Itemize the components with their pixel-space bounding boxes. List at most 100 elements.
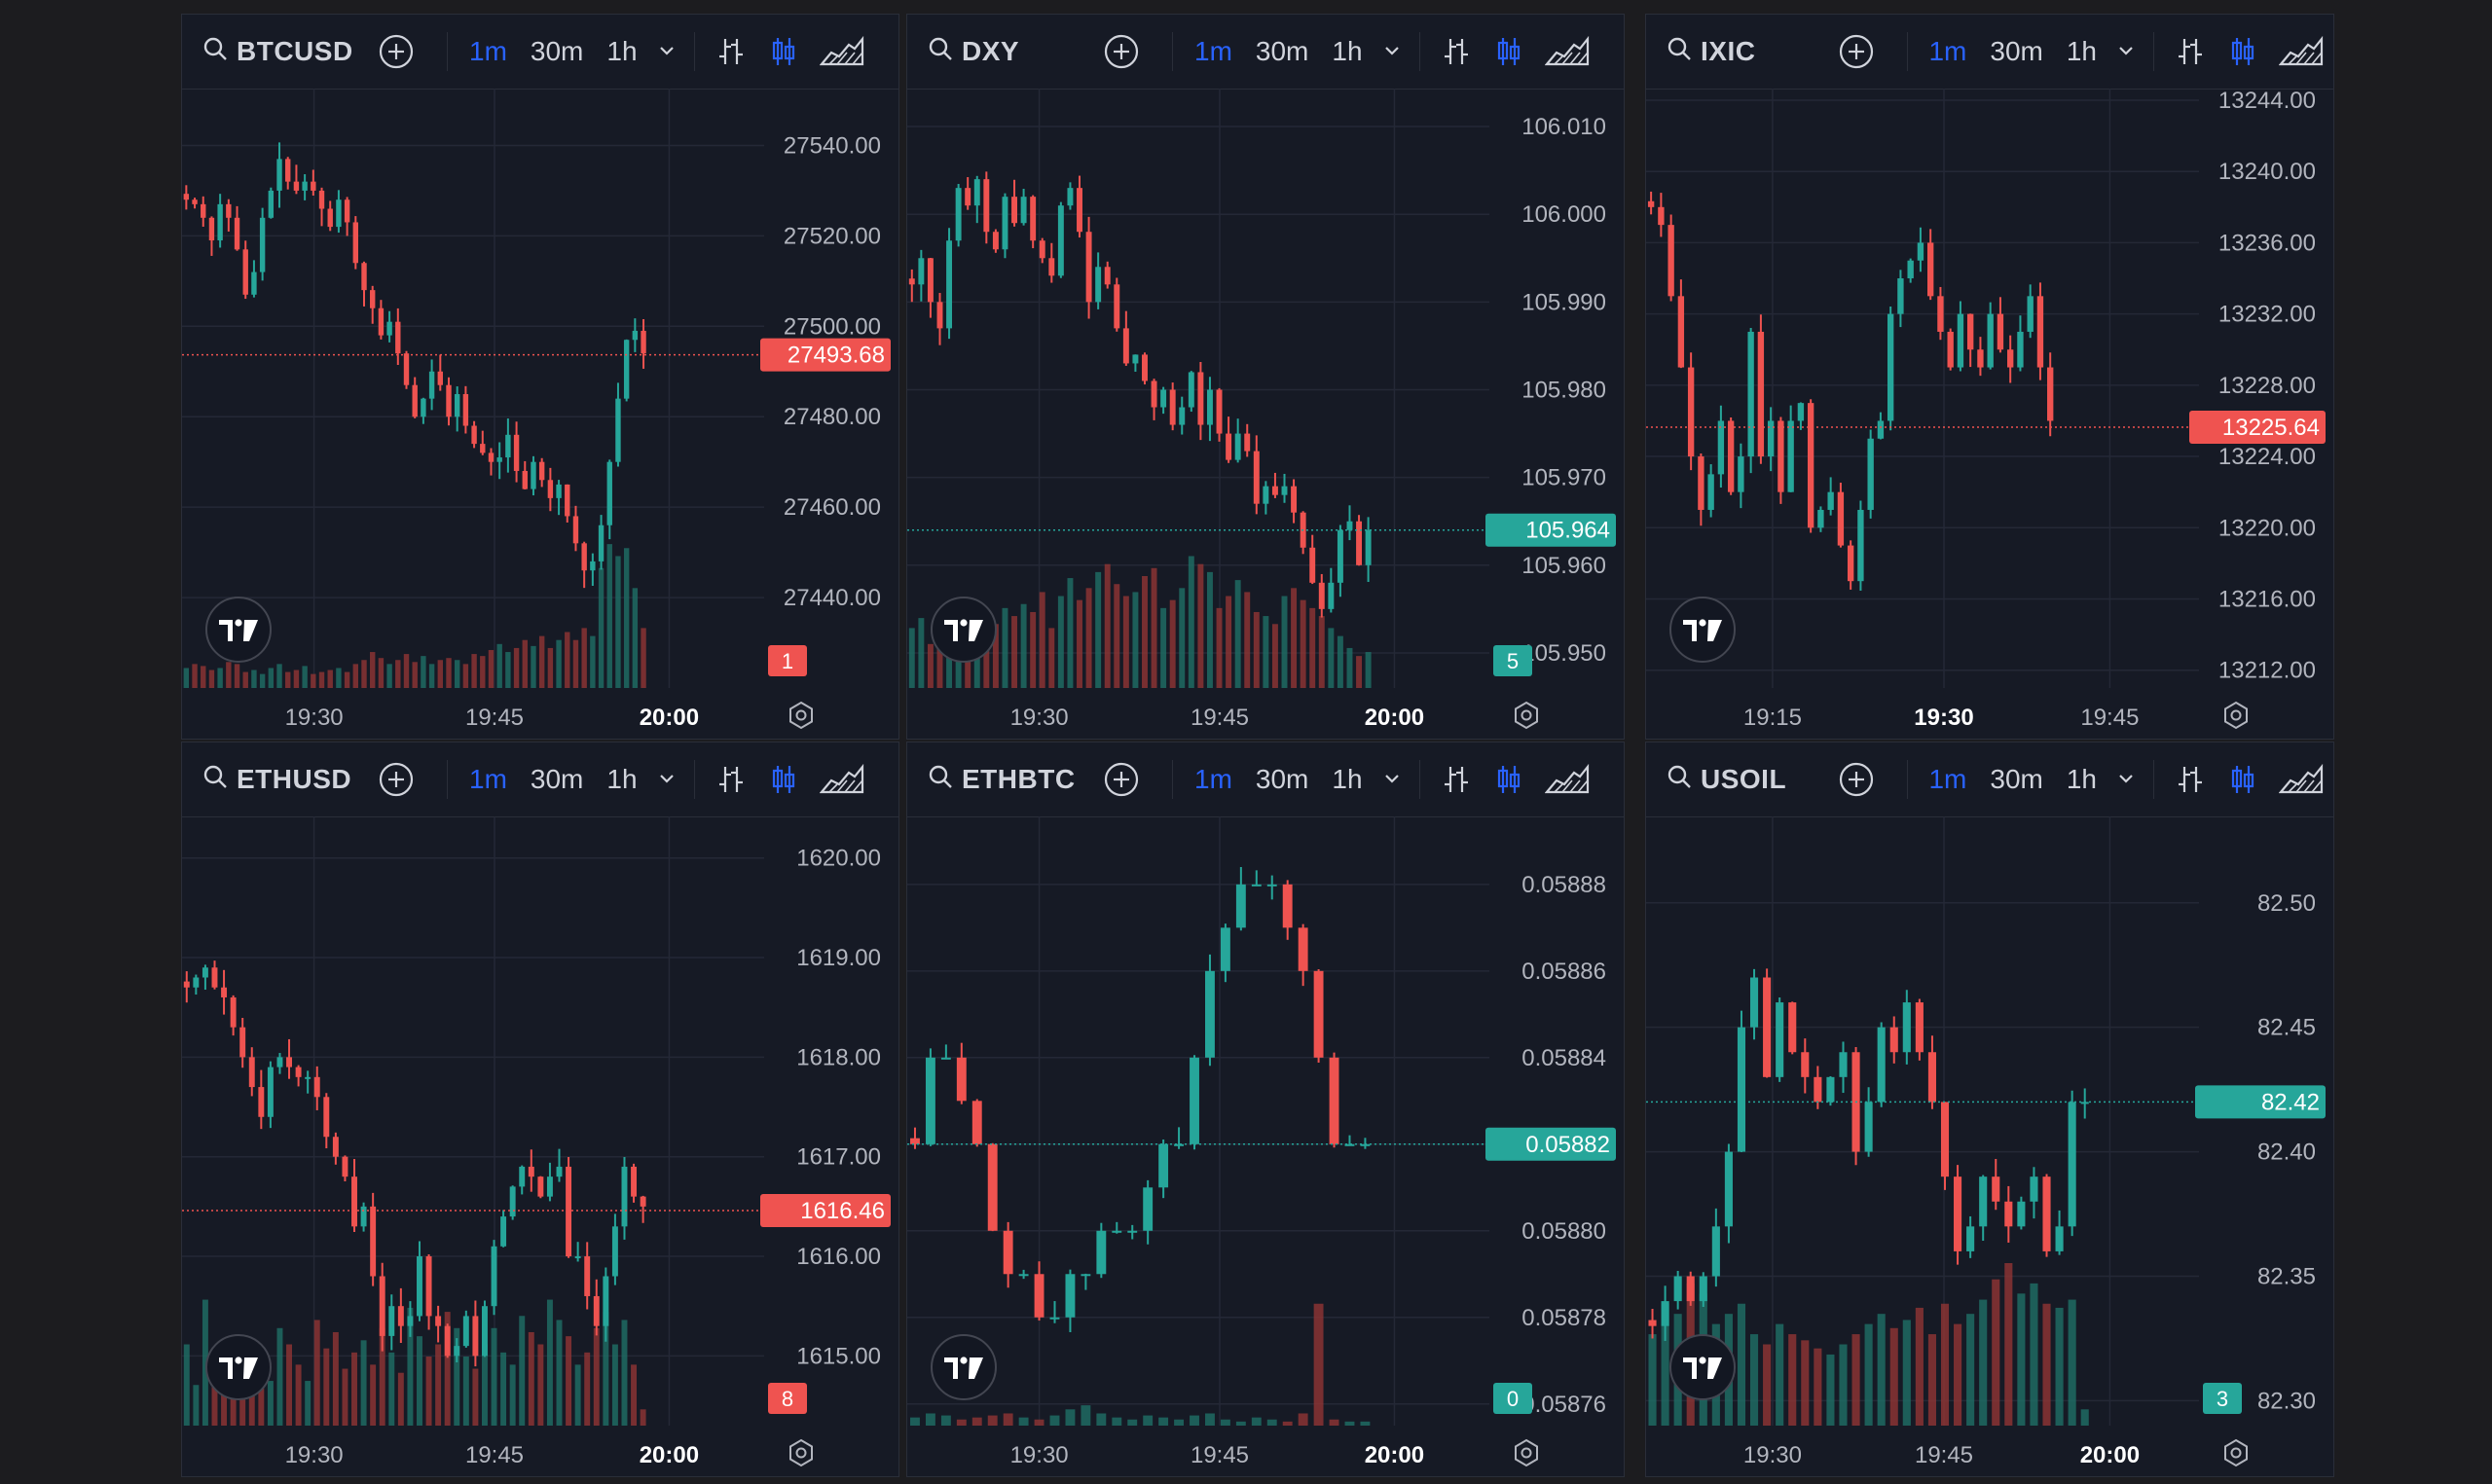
timeframe-1h[interactable]: 1h (1332, 764, 1363, 794)
volume-bar (556, 1320, 563, 1426)
chart-panel-usoil[interactable]: USOIL 1m 30m 1h 82.50 82.45 82.40 82.35 82.30 82.… (1645, 742, 2334, 1477)
tradingview-logo[interactable] (931, 597, 997, 663)
timeframe-1m[interactable]: 1m (469, 36, 507, 66)
add-symbol-icon[interactable] (1102, 32, 1141, 71)
volume-bar (286, 1344, 292, 1426)
chevron-down-icon[interactable] (649, 764, 684, 795)
volume-bar (386, 664, 392, 688)
add-symbol-icon[interactable] (1837, 760, 1875, 799)
last-price-label: 1616.46 (800, 1198, 885, 1224)
add-symbol-icon[interactable] (377, 32, 416, 71)
candles-icon[interactable] (2217, 35, 2269, 68)
add-symbol-icon[interactable] (1837, 32, 1875, 71)
candle (505, 418, 511, 473)
symbol-search[interactable]: ETHUSD (182, 763, 367, 797)
candle (574, 1242, 581, 1262)
timeframe-1m[interactable]: 1m (1194, 764, 1232, 794)
volume-bar (1077, 599, 1082, 688)
chart-panel-btcusd[interactable]: BTCUSD 1m 30m 1h 27540.00 27520.00 27500.00 274… (181, 14, 899, 740)
timeframe-30m[interactable]: 30m (530, 764, 584, 794)
timeframe-1h[interactable]: 1h (606, 764, 638, 794)
candle (201, 196, 206, 227)
add-symbol-icon[interactable] (377, 760, 416, 799)
chevron-down-icon[interactable] (1374, 764, 1410, 795)
chart-toolbar: USOIL 1m 30m 1h (1646, 742, 2333, 817)
timeframe-30m[interactable]: 30m (1255, 764, 1309, 794)
price-chart[interactable]: 1620.00 1619.00 1618.00 1617.00 1616.00 1615.… (182, 816, 898, 1476)
volume-bar (305, 1381, 312, 1426)
timeframe-1h[interactable]: 1h (2066, 36, 2098, 66)
chevron-down-icon[interactable] (1374, 36, 1410, 67)
chart-panel-ixic[interactable]: IXIC 1m 30m 1h 13244.00 13240.00 13236.00 13232… (1645, 14, 2334, 740)
area-chart-icon[interactable] (1535, 763, 1599, 796)
chart-panel-ethusd[interactable]: ETHUSD 1m 30m 1h 1620.00 1619.00 1618.00 1617.0… (181, 742, 899, 1477)
settings-icon[interactable] (789, 1438, 813, 1467)
price-chart[interactable]: 13244.00 13240.00 13236.00 13232.00 13228.00… (1646, 89, 2333, 739)
settings-icon[interactable] (1515, 701, 1538, 730)
bar-chart-icon[interactable] (2164, 35, 2217, 68)
chevron-down-icon[interactable] (2108, 764, 2144, 795)
candles-icon[interactable] (1483, 35, 1535, 68)
symbol-search[interactable]: USOIL (1646, 763, 1827, 797)
volume-bar (1966, 1314, 1975, 1426)
timeframe-30m[interactable]: 30m (1990, 764, 2043, 794)
area-chart-icon[interactable] (1535, 35, 1599, 68)
bar-chart-icon[interactable] (705, 763, 757, 796)
settings-icon[interactable] (1515, 1438, 1538, 1467)
chevron-down-icon[interactable] (649, 36, 684, 67)
area-chart-icon[interactable] (810, 763, 874, 796)
tradingview-logo[interactable] (931, 1334, 997, 1400)
volume-bar (342, 1368, 348, 1426)
candle (946, 228, 953, 340)
timeframe-1m[interactable]: 1m (469, 764, 507, 794)
bar-chart-icon[interactable] (705, 35, 757, 68)
price-chart[interactable]: 82.50 82.45 82.40 82.35 82.30 82.42 3 19:30 19:4… (1646, 816, 2333, 1476)
settings-icon[interactable] (2224, 701, 2248, 730)
area-chart-icon[interactable] (2269, 35, 2333, 68)
symbol-search[interactable]: IXIC (1646, 35, 1827, 69)
volume-bar (1002, 607, 1008, 688)
timeframe-1m[interactable]: 1m (1928, 764, 1967, 794)
timeframe-30m[interactable]: 30m (530, 36, 584, 66)
timeframe-1h[interactable]: 1h (606, 36, 638, 66)
bar-chart-icon[interactable] (1430, 35, 1483, 68)
symbol-search[interactable]: BTCUSD (182, 35, 367, 69)
tradingview-logo[interactable] (1669, 597, 1736, 663)
settings-icon[interactable] (789, 701, 813, 730)
candle (1787, 405, 1794, 492)
tradingview-logo[interactable] (1669, 1334, 1736, 1400)
volume-bar (1298, 1413, 1308, 1426)
price-chart[interactable]: 0.05888 0.05886 0.05884 0.05882 0.05880 0.058… (907, 816, 1624, 1476)
area-chart-icon[interactable] (810, 35, 874, 68)
symbol-search[interactable]: ETHBTC (907, 763, 1092, 797)
chart-panel-ethbtc[interactable]: ETHBTC 1m 30m 1h 0.05888 0.05886 0.05884 0.0588… (906, 742, 1625, 1477)
volume-bar (444, 1312, 451, 1426)
volume-bar (1801, 1340, 1810, 1426)
tradingview-logo[interactable] (205, 597, 272, 663)
symbol-search[interactable]: DXY (907, 35, 1092, 69)
bar-chart-icon[interactable] (2164, 763, 2217, 796)
add-symbol-icon[interactable] (1102, 760, 1141, 799)
timeframe-30m[interactable]: 30m (1990, 36, 2043, 66)
price-chart[interactable]: 27540.00 27520.00 27500.00 27480.00 27460.00… (182, 89, 898, 739)
timeframe-1h[interactable]: 1h (1332, 36, 1363, 66)
bar-chart-icon[interactable] (1430, 763, 1483, 796)
candle (1686, 1271, 1695, 1306)
timeframe-1h[interactable]: 1h (2066, 764, 2098, 794)
timeframe-30m[interactable]: 30m (1255, 36, 1309, 66)
candles-icon[interactable] (757, 763, 810, 796)
candles-icon[interactable] (1483, 763, 1535, 796)
chart-panel-dxy[interactable]: DXY 1m 30m 1h 106.010 106.000 105.990 105.980 10… (906, 14, 1625, 740)
price-chart[interactable]: 106.010 106.000 105.990 105.980 105.970 105.9… (907, 89, 1624, 739)
candles-icon[interactable] (757, 35, 810, 68)
candles-icon[interactable] (2217, 763, 2269, 796)
area-chart-icon[interactable] (2269, 763, 2333, 796)
tradingview-logo[interactable] (205, 1334, 272, 1400)
volume-bar (1065, 1409, 1076, 1426)
settings-icon[interactable] (2224, 1438, 2248, 1467)
volume-bar (2042, 1303, 2051, 1426)
timeframe-1m[interactable]: 1m (1194, 36, 1232, 66)
volume-bar (395, 660, 401, 688)
timeframe-1m[interactable]: 1m (1928, 36, 1967, 66)
chevron-down-icon[interactable] (2108, 36, 2144, 67)
